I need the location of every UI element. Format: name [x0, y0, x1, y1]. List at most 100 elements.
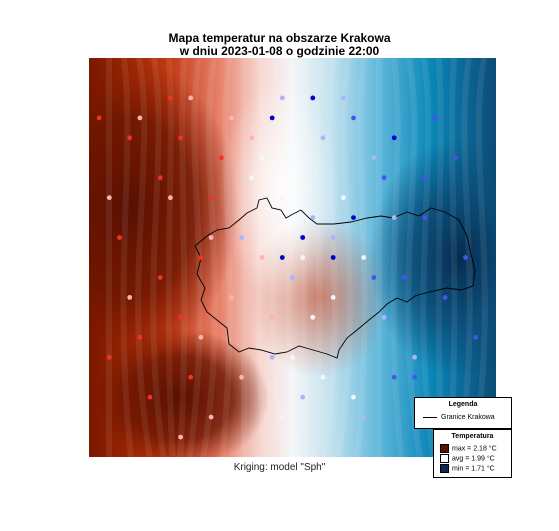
- contour-band: [405, 58, 423, 457]
- station-point: [381, 314, 387, 320]
- boundary-legend-title: Legenda: [448, 401, 478, 408]
- station-point: [208, 414, 214, 420]
- boundary-legend: Legenda Granice Krakowa: [414, 397, 512, 429]
- station-point: [137, 334, 143, 340]
- station-point: [106, 195, 112, 201]
- station-point: [259, 255, 265, 260]
- station-point: [269, 115, 275, 121]
- station-point: [361, 414, 367, 420]
- boundary-legend-label: Granice Krakowa: [441, 414, 495, 421]
- station-point: [320, 374, 326, 380]
- station-point: [168, 95, 173, 101]
- boundary-line-swatch: [423, 416, 437, 418]
- station-point: [178, 314, 183, 320]
- map-title-line2: w dniu 2023-01-08 o godzinie 22:00: [179, 44, 380, 58]
- station-point: [371, 275, 377, 280]
- min-value: 1.71 °C: [471, 465, 495, 473]
- cold-zone-east: [369, 138, 496, 378]
- station-point: [341, 195, 346, 201]
- station-point: [452, 155, 458, 161]
- station-point: [402, 275, 407, 280]
- station-point: [188, 374, 194, 380]
- station-point: [106, 354, 112, 360]
- station-point: [249, 135, 255, 141]
- contour-band: [177, 58, 188, 457]
- station-point: [279, 255, 285, 260]
- station-point: [300, 235, 306, 240]
- station-point: [412, 374, 417, 380]
- temperature-legend-title: Temperatura: [451, 433, 494, 440]
- station-point: [300, 255, 306, 260]
- station-point: [381, 175, 387, 181]
- station-point: [127, 135, 133, 141]
- station-point: [310, 314, 316, 320]
- station-point: [147, 394, 153, 400]
- contour-band: [470, 58, 488, 457]
- contour-band: [135, 58, 153, 457]
- station-point: [96, 115, 102, 121]
- station-point: [208, 195, 214, 201]
- contour-band: [255, 58, 270, 457]
- city-boundary: [194, 197, 476, 359]
- max-value: 2.18 °C: [473, 445, 497, 453]
- station-point: [198, 255, 204, 260]
- station-point: [351, 394, 356, 400]
- station-point: [127, 295, 133, 300]
- station-point: [290, 275, 295, 280]
- contour-band: [186, 58, 203, 457]
- station-point: [391, 135, 397, 141]
- station-point: [239, 374, 245, 380]
- station-point: [239, 235, 245, 240]
- contour-band: [390, 58, 405, 457]
- station-point: [229, 115, 234, 121]
- station-point: [157, 275, 163, 280]
- avg-label: avg =: [452, 455, 470, 463]
- station-point: [371, 155, 377, 161]
- station-point: [391, 215, 397, 221]
- station-point: [310, 215, 316, 221]
- contour-band: [150, 58, 167, 457]
- max-label: max =: [452, 445, 472, 453]
- station-point: [218, 155, 224, 161]
- legend-max-row: max = 2.18 °C: [440, 444, 497, 453]
- station-point: [310, 95, 316, 101]
- station-point: [351, 215, 356, 221]
- station-point: [269, 354, 275, 360]
- contour-band: [446, 58, 458, 457]
- station-point: [269, 314, 275, 320]
- station-point: [279, 95, 285, 101]
- station-point: [259, 155, 265, 161]
- station-point: [168, 195, 173, 201]
- neutral-zone-center: [219, 78, 339, 298]
- map-title-line1: Mapa temperatur na obszarze Krakowa: [168, 31, 391, 45]
- contour-band: [456, 58, 473, 457]
- station-point: [279, 195, 285, 201]
- station-point: [330, 235, 336, 240]
- station-point: [463, 255, 468, 260]
- station-point: [208, 235, 214, 240]
- station-point: [198, 334, 204, 340]
- contour-lines: [106, 58, 488, 457]
- station-point: [412, 354, 417, 360]
- station-point: [279, 414, 285, 420]
- station-point: [330, 295, 336, 300]
- max-swatch: [440, 444, 449, 453]
- min-swatch: [440, 464, 449, 473]
- avg-value: 1.99 °C: [471, 455, 495, 463]
- hot-zone-southwest: [89, 328, 269, 457]
- contour-band: [200, 58, 218, 457]
- station-point: [300, 394, 306, 400]
- station-point: [290, 354, 295, 360]
- contour-band: [435, 58, 446, 457]
- temperature-legend: Temperatura max = 2.18 °C avg = 1.99 °C …: [433, 429, 512, 478]
- station-point: [249, 175, 255, 181]
- contour-band: [312, 58, 323, 457]
- contour-band: [285, 58, 302, 457]
- station-point: [178, 434, 183, 440]
- station-point: [178, 135, 183, 141]
- contour-band: [354, 58, 368, 457]
- station-point: [422, 215, 428, 221]
- station-point: [137, 115, 143, 121]
- station-point: [473, 334, 479, 340]
- boundary-legend-item: Granice Krakowa: [423, 414, 495, 421]
